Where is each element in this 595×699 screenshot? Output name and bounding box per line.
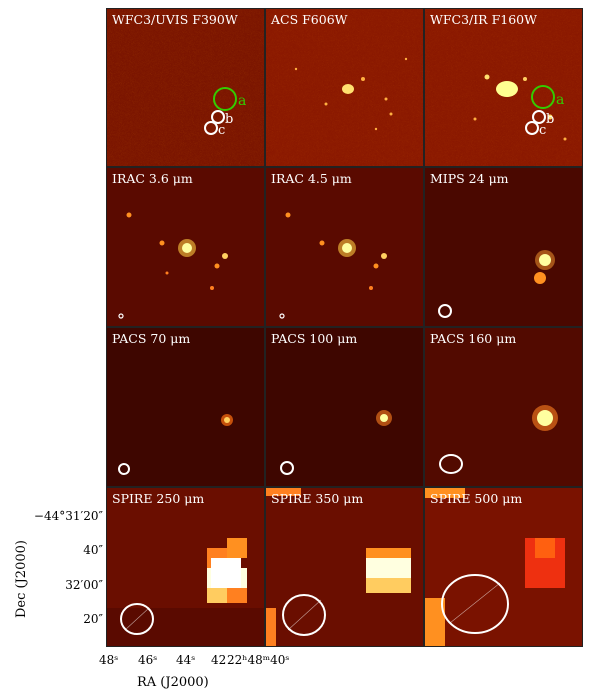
xtick-2: 44ˢ	[176, 653, 196, 667]
panel-label: SPIRE 350 μm	[271, 491, 364, 506]
marker-b-circle	[532, 110, 546, 124]
beam-circle	[441, 574, 509, 634]
panel-label: IRAC 4.5 μm	[271, 171, 352, 186]
panel-spire-500: SPIRE 500 μm	[424, 487, 583, 647]
marker-b-circle	[211, 110, 225, 124]
xtick-4: 22ʰ48ᵐ40ˢ	[227, 653, 290, 667]
panel-pacs-160: PACS 160 μm	[424, 327, 583, 487]
panel-pacs-70: PACS 70 μm	[106, 327, 265, 487]
marker-c-circle	[204, 121, 218, 135]
image-wfc3-uvis: a b c	[107, 9, 264, 166]
marker-c-label: c	[218, 123, 225, 138]
xtick-1: 46ˢ	[138, 653, 158, 667]
panel-irac-4-5: IRAC 4.5 μm	[265, 167, 424, 327]
panel-spire-350: SPIRE 350 μm	[265, 487, 424, 647]
panel-label: PACS 70 μm	[112, 331, 191, 346]
marker-a-label: a	[556, 92, 564, 108]
marker-a-circle	[531, 85, 555, 109]
panel-label: ACS F606W	[271, 12, 348, 27]
panel-mips-24: MIPS 24 μm	[424, 167, 583, 327]
beam-circle	[282, 594, 326, 636]
image-pacs-100	[266, 328, 423, 486]
xtick-3: 42	[211, 653, 227, 667]
image-spire-250	[107, 488, 264, 646]
ytick-0: −44°31′20″	[33, 509, 103, 523]
beam-circle	[439, 454, 463, 474]
panel-label: MIPS 24 μm	[430, 171, 509, 186]
beam-circle	[279, 313, 285, 319]
panel-label: WFC3/IR F160W	[430, 12, 537, 27]
marker-b-label: b	[546, 112, 554, 127]
image-spire-500	[425, 488, 582, 646]
panel-wfc3-uvis-f390w: a b c WFC3/UVIS F390W	[106, 8, 265, 167]
image-pacs-70	[107, 328, 264, 486]
beam-circle	[280, 461, 294, 475]
marker-a-circle	[213, 87, 237, 111]
marker-c-label: c	[539, 123, 546, 138]
marker-a-label: a	[238, 93, 246, 109]
beam-circle	[118, 313, 124, 319]
image-wfc3-ir: a b c	[425, 9, 582, 166]
panel-label: IRAC 3.6 μm	[112, 171, 193, 186]
panel-irac-3-6: IRAC 3.6 μm	[106, 167, 265, 327]
beam-circle	[438, 304, 452, 318]
marker-b-label: b	[225, 112, 233, 127]
panel-wfc3-ir-f160w: a b c WFC3/IR F160W	[424, 8, 583, 167]
panel-label: WFC3/UVIS F390W	[112, 12, 238, 27]
beam-circle	[120, 603, 154, 635]
image-irac-3-6	[107, 168, 264, 326]
marker-c-circle	[525, 121, 539, 135]
ytick-3: 20″	[83, 612, 103, 626]
panel-acs-f606w: ACS F606W	[265, 8, 424, 167]
image-irac-4-5	[266, 168, 423, 326]
x-axis-label: RA (J2000)	[137, 675, 209, 690]
image-spire-350	[266, 488, 423, 646]
beam-circle	[118, 463, 130, 475]
panel-spire-250: SPIRE 250 μm	[106, 487, 265, 647]
panel-label: SPIRE 500 μm	[430, 491, 523, 506]
image-pacs-160	[425, 328, 582, 486]
xtick-0: 48ˢ	[99, 653, 119, 667]
ytick-2: 32′00″	[65, 578, 103, 592]
panel-label: SPIRE 250 μm	[112, 491, 205, 506]
panel-label: PACS 100 μm	[271, 331, 358, 346]
y-axis-label: Dec (J2000)	[14, 540, 29, 618]
panel-label: PACS 160 μm	[430, 331, 517, 346]
panel-pacs-100: PACS 100 μm	[265, 327, 424, 487]
image-acs	[266, 9, 423, 166]
image-mips-24	[425, 168, 582, 326]
ytick-1: 40″	[83, 543, 103, 557]
